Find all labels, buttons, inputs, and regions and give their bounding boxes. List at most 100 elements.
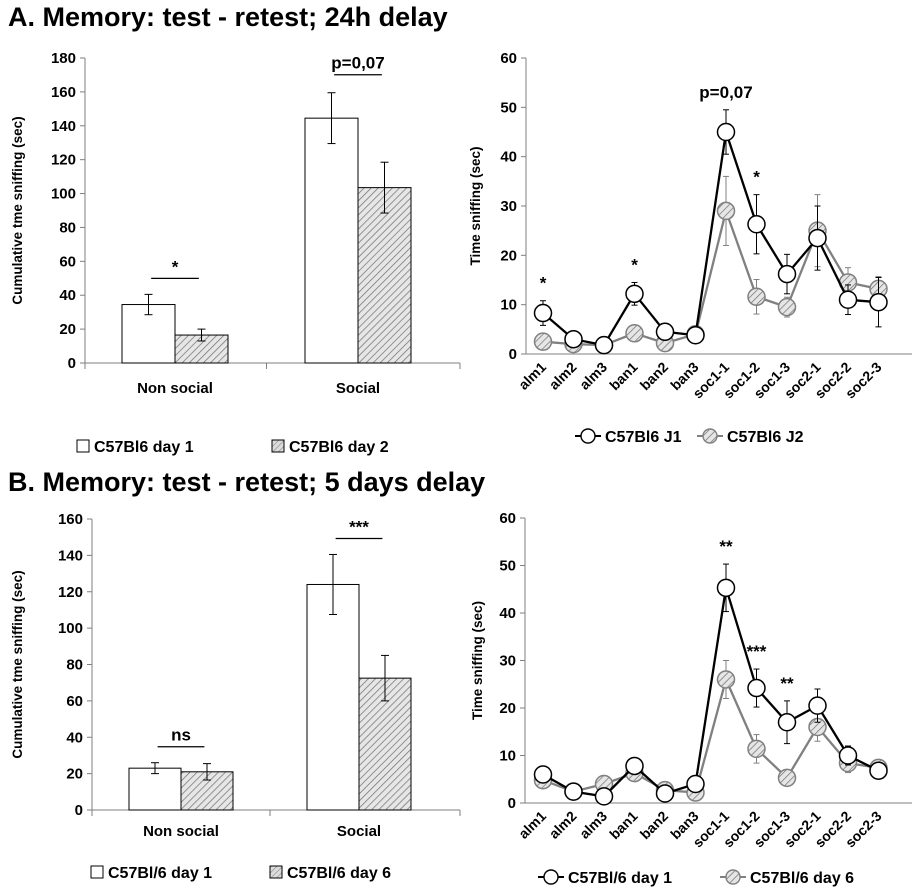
- legend-label: C57Bl6 J1: [605, 429, 682, 446]
- point-open: [533, 303, 553, 323]
- point-open: [564, 329, 583, 349]
- category-label: alm3: [576, 359, 610, 393]
- significance-label: p=0,07: [699, 83, 752, 102]
- point-hatched: [625, 324, 644, 343]
- y-tick-label: 60: [499, 510, 516, 527]
- significance-label: ***: [747, 642, 767, 661]
- legend-label: C57Bl6 day 1: [94, 439, 194, 456]
- legend-swatch: [76, 439, 90, 453]
- series-line: [542, 587, 880, 798]
- legend-marker: [702, 428, 718, 444]
- y-tick-label: 0: [75, 802, 83, 819]
- series-line: [542, 676, 879, 794]
- y-tick-label: 180: [51, 50, 76, 67]
- y-axis-title: Cumulative tme sniffing (sec): [10, 570, 25, 758]
- legend-marker: [543, 869, 559, 885]
- chart-A-bar: 0 20 40 60 80 100 120 140 160 180 Cumulative tme s…: [10, 50, 461, 456]
- y-tick-label: 0: [68, 355, 76, 372]
- point-open: [686, 774, 705, 794]
- legend-marker: [725, 869, 741, 885]
- panel-b-title: B. Memory: test - retest; 5 days delay: [8, 467, 485, 498]
- category-label: ban1: [606, 359, 641, 394]
- point-hatched: [747, 287, 766, 307]
- point-open: [594, 787, 614, 806]
- significance-label: *: [540, 274, 547, 293]
- y-tick-label: 40: [500, 149, 517, 166]
- category-label: alm3: [576, 808, 610, 842]
- point-open: [564, 782, 583, 801]
- point-hatched: [716, 201, 736, 221]
- category-label: ban2: [637, 359, 672, 394]
- panel-b-heading: Memory: test - retest; 5 days delay: [42, 467, 486, 497]
- point-hatched: [777, 768, 797, 788]
- y-axis-title: Cumulative tme sniffing (sec): [10, 116, 25, 304]
- category-label: Non social: [137, 380, 213, 397]
- point-hatched: [533, 332, 553, 351]
- category-label: ban2: [637, 808, 672, 843]
- point-open: [686, 326, 705, 345]
- legend-label: C57Bl/6 day 6: [750, 870, 854, 887]
- panel-a-heading: Memory: test - retest; 24h delay: [42, 2, 448, 32]
- y-tick-label: 120: [58, 584, 83, 601]
- panel-a-title: A. Memory: test - retest; 24h delay: [8, 2, 448, 33]
- point-open: [716, 578, 736, 598]
- legend-label: C57Bl/6 day 1: [568, 870, 672, 887]
- y-tick-label: 20: [499, 700, 516, 717]
- y-tick-label: 160: [51, 84, 76, 101]
- significance-label: ns: [171, 726, 191, 745]
- point-open: [869, 761, 888, 780]
- significance-label: **: [719, 537, 733, 556]
- y-tick-label: 60: [59, 253, 76, 270]
- point-open: [533, 765, 553, 784]
- legend-swatch: [269, 865, 283, 879]
- significance-label: *: [631, 255, 638, 274]
- significance-label: **: [780, 674, 794, 693]
- point-open: [747, 678, 766, 698]
- point-hatched: [777, 297, 797, 317]
- y-tick-label: 50: [500, 99, 517, 116]
- point-hatched: [747, 739, 766, 759]
- significance-label: *: [172, 257, 179, 276]
- point-open: [716, 122, 736, 142]
- legend-label: C57Bl/6 day 6: [287, 865, 391, 882]
- y-tick-label: 0: [509, 346, 517, 363]
- significance-label: p=0,07: [331, 54, 384, 73]
- point-open: [655, 322, 675, 342]
- point-open: [808, 228, 827, 248]
- y-tick-label: 30: [499, 653, 516, 670]
- bar-open: [306, 583, 360, 811]
- point-open: [777, 713, 797, 732]
- legend-label: C57Bl6 J2: [727, 429, 804, 446]
- y-tick-label: 10: [499, 748, 516, 765]
- significance-label: ***: [349, 517, 369, 536]
- bar-open: [128, 767, 182, 811]
- y-tick-label: 80: [66, 657, 83, 674]
- y-axis-title: Time sniffing (sec): [468, 146, 483, 265]
- point-open: [625, 756, 644, 776]
- bar-hatched: [357, 187, 412, 364]
- y-axis-title: Time sniffing (sec): [470, 601, 485, 720]
- y-tick-label: 20: [500, 247, 517, 264]
- y-tick-label: 40: [499, 605, 516, 622]
- y-tick-label: 140: [51, 118, 76, 135]
- y-tick-label: 40: [59, 287, 76, 304]
- category-label: alm2: [546, 808, 580, 842]
- significance-label: *: [753, 168, 760, 187]
- y-tick-label: 120: [51, 152, 76, 169]
- legend-marker: [580, 428, 596, 444]
- y-tick-label: 20: [66, 766, 83, 783]
- category-label: Non social: [143, 823, 219, 840]
- chart-B-bar: 0 20 40 60 80 100 120 140 160 Cumulative tme snif…: [10, 511, 461, 882]
- y-tick-label: 0: [508, 795, 516, 812]
- y-tick-label: 100: [58, 620, 83, 637]
- bar-open: [304, 117, 359, 364]
- point-open: [838, 290, 858, 309]
- point-hatched: [716, 670, 736, 689]
- chart-A-line: 0 10 20 30 40 50 60 Time sniffing (sec) alm1alm2…: [468, 50, 912, 446]
- y-tick-label: 140: [58, 547, 83, 564]
- chart-B-line: 0 10 20 30 40 50 60 Time sniffing (sec) alm1alm2…: [470, 510, 912, 887]
- point-open: [747, 215, 766, 234]
- y-tick-label: 100: [51, 186, 76, 203]
- legend-label: C57Bl/6 day 1: [108, 865, 212, 882]
